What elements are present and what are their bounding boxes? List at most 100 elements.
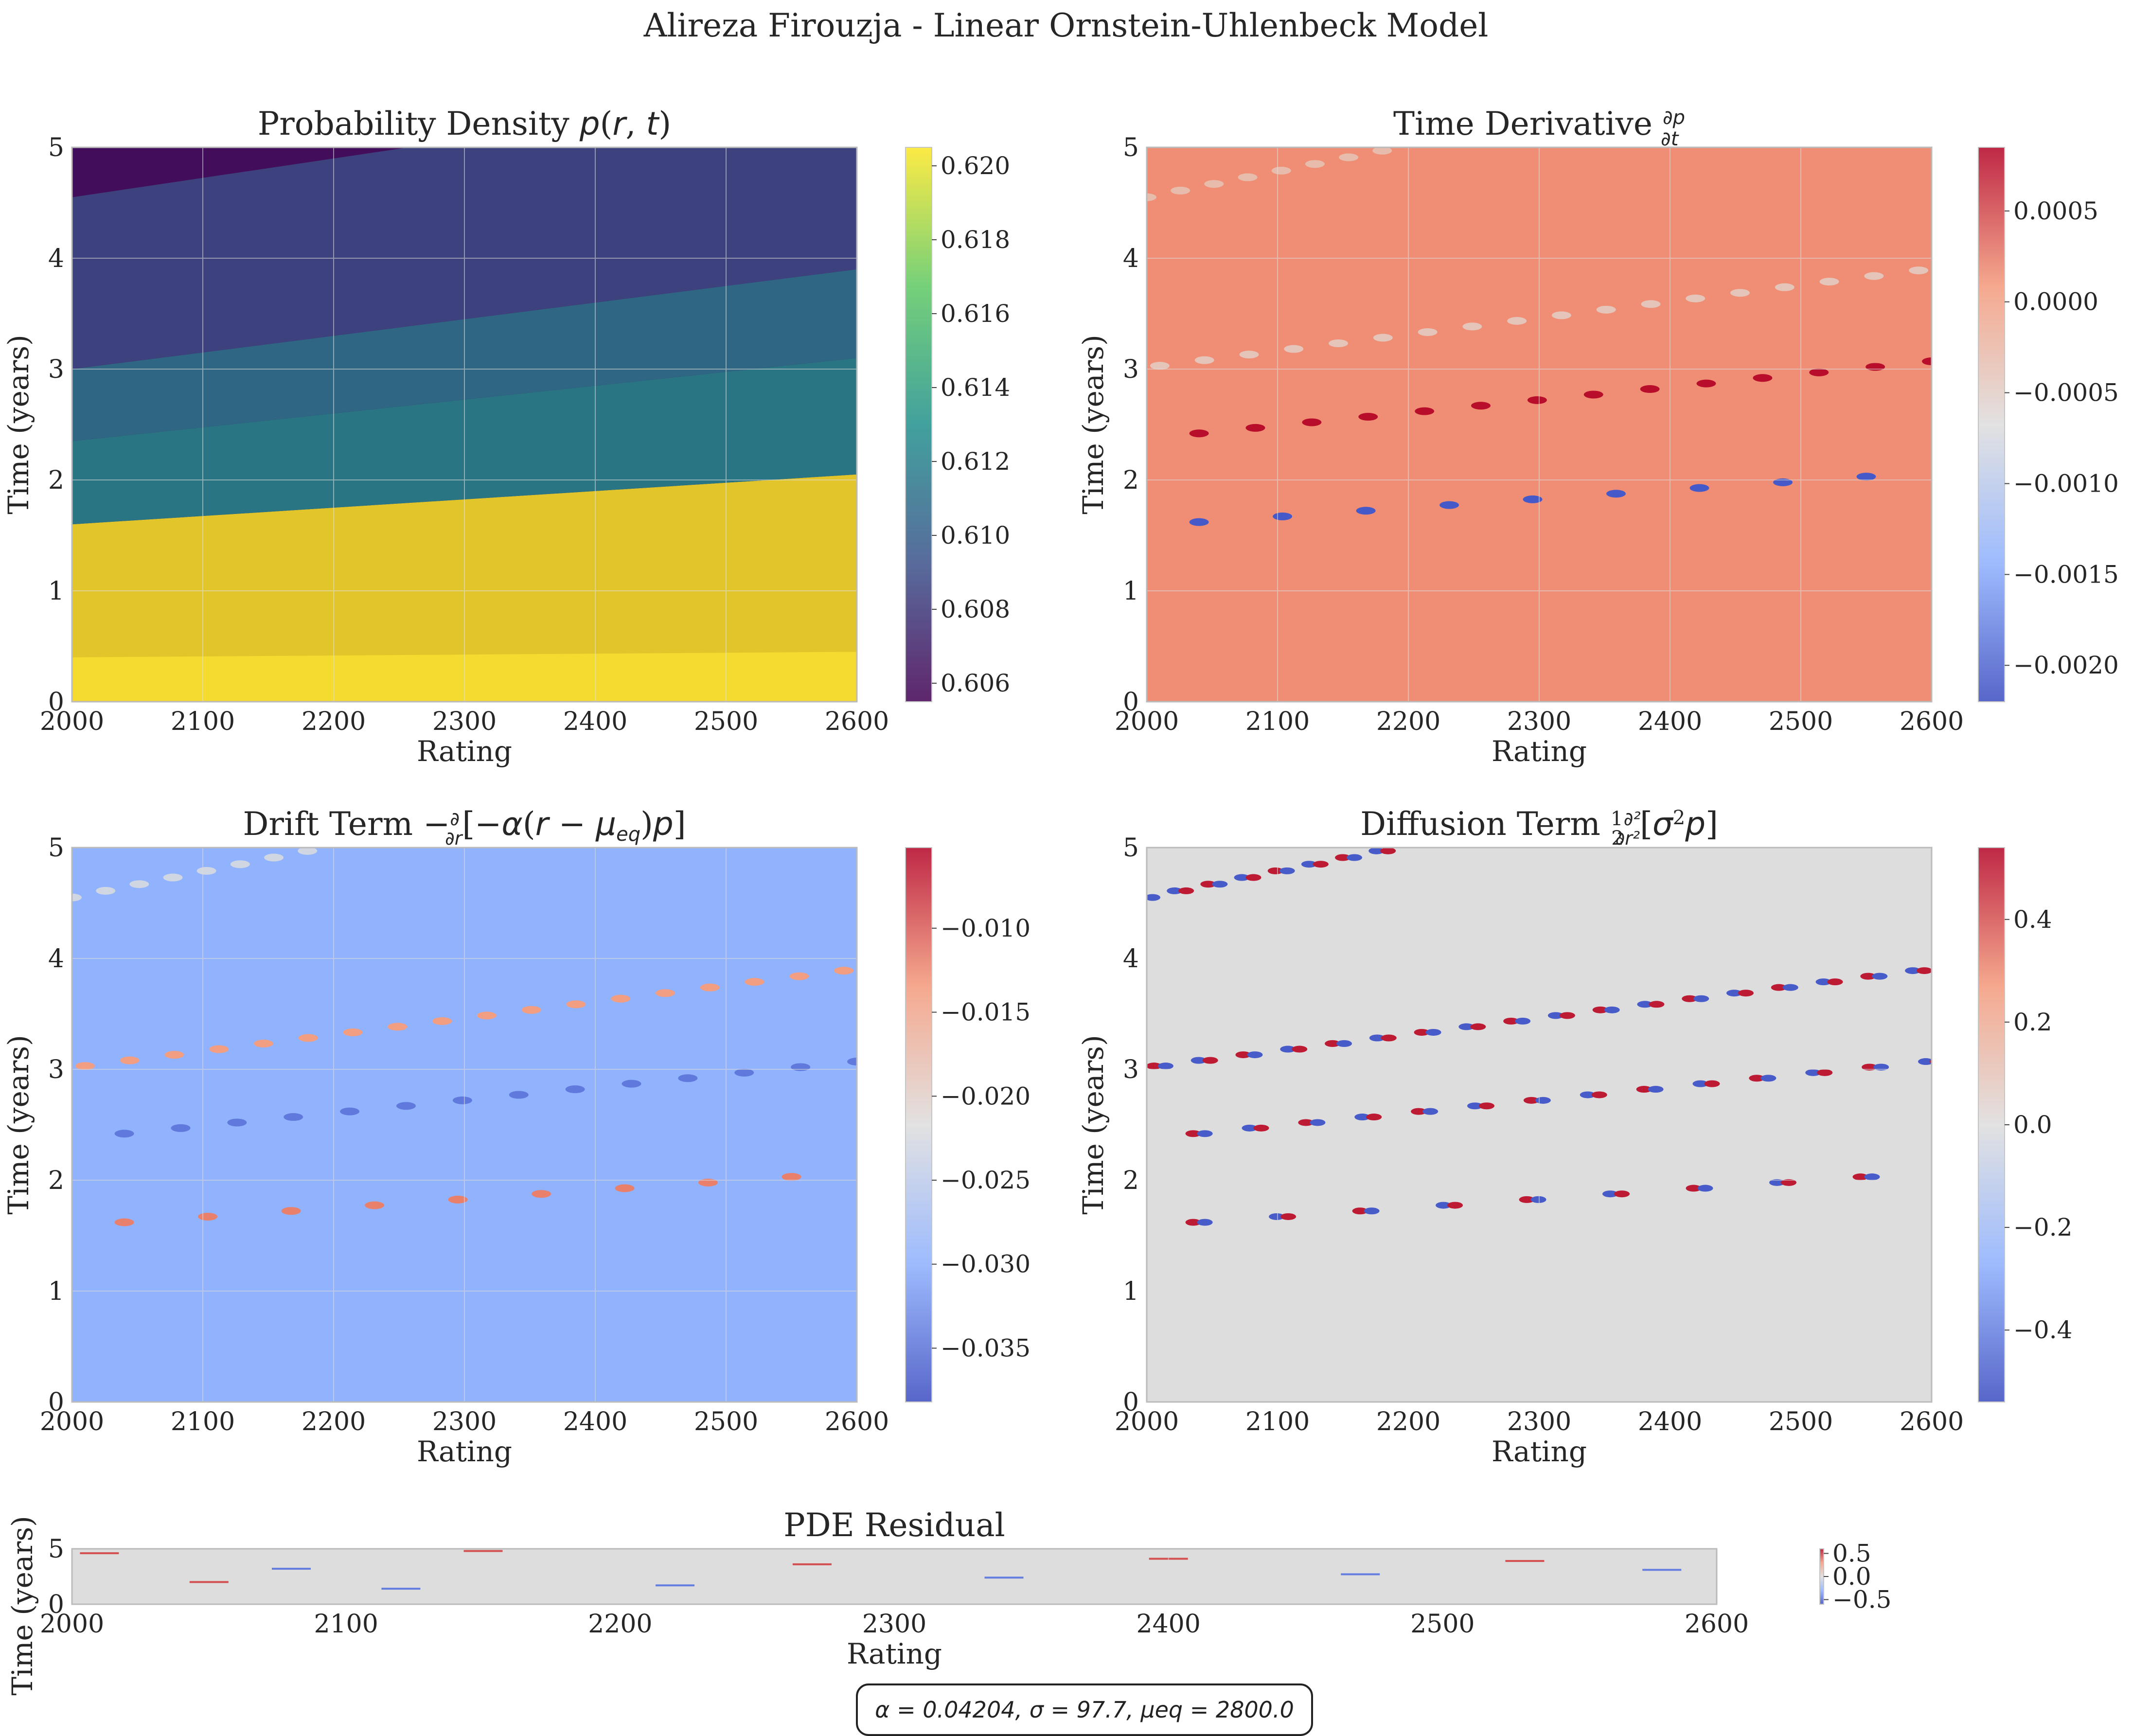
derivative-spot — [655, 989, 675, 997]
derivative-spot — [700, 983, 720, 992]
derivative-spot — [782, 1173, 801, 1181]
residual-spot — [1614, 1190, 1630, 1198]
derivative-spot — [1462, 322, 1482, 331]
y-tick-label: 3 — [1123, 1055, 1139, 1084]
panel-diffusion-term: 2000 2100 2200 2300 2400 2500 2600 0 1 2 3 4 5 Rating… — [1077, 805, 2072, 1468]
residual-spot — [1298, 1119, 1314, 1126]
x-tick-label: 2100 — [1245, 1407, 1310, 1436]
derivative-spot — [284, 1113, 303, 1121]
derivative-spot — [1189, 518, 1209, 526]
panel-time-derivative: 2000 2100 2200 2300 2400 2500 2600 0 1 2 3 4 5 Rating… — [1077, 105, 2119, 768]
x-tick-label: 2600 — [825, 1407, 889, 1436]
residual-spot — [1918, 1058, 1932, 1065]
derivative-spot — [1809, 368, 1829, 376]
derivative-spot — [622, 1080, 641, 1088]
residual-streak — [1642, 1569, 1682, 1571]
derivative-spot — [1284, 345, 1304, 353]
derivative-spot — [1194, 356, 1214, 364]
derivative-spot — [678, 1074, 698, 1082]
residual-spot — [1422, 1108, 1439, 1115]
y-tick-label: 5 — [48, 833, 64, 863]
colorbar-gradient — [905, 847, 932, 1402]
axes-frame — [1146, 847, 1933, 1403]
axes-frame — [71, 146, 858, 703]
residual-spot — [1862, 1063, 1878, 1071]
x-axis-label: Rating — [417, 735, 512, 768]
derivative-spot — [1204, 180, 1224, 188]
y-axis-label: Time (years) — [1077, 1035, 1110, 1214]
derivative-spot — [789, 972, 809, 980]
derivative-spot — [847, 1058, 857, 1066]
x-tick-label: 2200 — [1376, 707, 1440, 736]
x-tick-label: 2100 — [171, 1407, 235, 1436]
derivative-spot — [532, 1190, 551, 1198]
x-tick-label: 2000 — [40, 1407, 104, 1436]
x-tick-label: 2300 — [862, 1610, 926, 1639]
derivative-spot — [1596, 305, 1616, 314]
derivative-spot — [432, 1017, 452, 1025]
residual-spot — [1200, 881, 1216, 888]
derivative-spot — [1864, 272, 1884, 280]
colorbar-gradient — [1978, 147, 2005, 702]
residual-streak — [1341, 1573, 1380, 1576]
derivative-spot — [1686, 294, 1706, 302]
residual-spot — [1197, 1219, 1213, 1226]
residual-spot — [1369, 1034, 1385, 1042]
derivative-spot — [1775, 283, 1794, 291]
x-tick-label: 2400 — [1638, 1407, 1702, 1436]
colorbar-tick-label: 0.616 — [941, 300, 1010, 328]
derivative-spot — [163, 873, 183, 882]
derivative-spot — [1641, 300, 1661, 308]
derivative-spot — [1471, 402, 1491, 410]
residual-spot — [1235, 1051, 1251, 1059]
residual-spot — [1535, 1097, 1551, 1104]
derivative-spot — [477, 1011, 497, 1020]
residual-spot — [1269, 1213, 1285, 1220]
panel-title: Time Derivative ∂p ∂t — [1393, 105, 1685, 150]
residual-spot — [1697, 1185, 1713, 1192]
residual-spot — [1503, 1017, 1519, 1025]
y-tick-label: 5 — [1123, 833, 1139, 863]
residual-spot — [1682, 995, 1698, 1002]
y-tick-label: 2 — [48, 466, 64, 495]
heatmap-area — [72, 1549, 1717, 1604]
colorbar-tick-label: 0.0005 — [2013, 197, 2098, 225]
derivative-spot — [1302, 418, 1322, 426]
derivative-spot — [1909, 266, 1929, 275]
derivative-spot — [75, 1062, 95, 1070]
residual-spot — [1519, 1196, 1535, 1203]
derivative-spot — [209, 1045, 229, 1053]
y-tick-label: 2 — [48, 1166, 64, 1195]
derivative-spot — [615, 1184, 635, 1192]
derivative-spot — [227, 1118, 247, 1127]
residual-streak — [271, 1568, 311, 1570]
colorbar: −0.0020 −0.0015 −0.0010 −0.0005 0.0000 0.0005 — [1978, 147, 2119, 702]
figure-title: Alireza Firouzja - Linear Ornstein-Uhlen… — [643, 7, 1489, 44]
residual-spot — [1760, 1075, 1777, 1082]
colorbar-tick-label: −0.010 — [941, 914, 1030, 942]
x-tick-label: 2500 — [1769, 1407, 1833, 1436]
derivative-spot — [1523, 495, 1543, 503]
x-tick-label: 2200 — [302, 1407, 366, 1436]
derivative-spot — [196, 867, 216, 875]
derivative-spot — [129, 880, 149, 888]
residual-spot — [1380, 848, 1396, 854]
residual-spot — [1190, 1057, 1207, 1064]
residual-streak — [80, 1552, 119, 1555]
y-tick-label: 0 — [1123, 688, 1139, 717]
y-tick-label: 0 — [1123, 1388, 1139, 1417]
derivative-spot — [230, 860, 250, 868]
derivative-spot — [745, 978, 764, 986]
residual-spot — [1336, 1040, 1352, 1047]
residual-spot — [1636, 1086, 1652, 1093]
derivative-spot — [1271, 166, 1291, 175]
residual-spot — [1247, 1051, 1263, 1059]
y-tick-label: 3 — [1123, 355, 1139, 384]
panel-pde-residual: 2000 2100 2200 2300 2400 2500 2600 0 5 Rating Time… — [6, 1506, 1891, 1696]
x-axis-label: Rating — [417, 1435, 512, 1468]
x-tick-label: 2200 — [588, 1610, 652, 1639]
panel-drift-term: 2000 2100 2200 2300 2400 2500 2600 0 1 2 3 4 5 Rating… — [2, 805, 1030, 1468]
derivative-spot — [1418, 328, 1438, 336]
derivative-spot — [452, 1096, 472, 1104]
y-tick-label: 0 — [48, 1590, 64, 1619]
